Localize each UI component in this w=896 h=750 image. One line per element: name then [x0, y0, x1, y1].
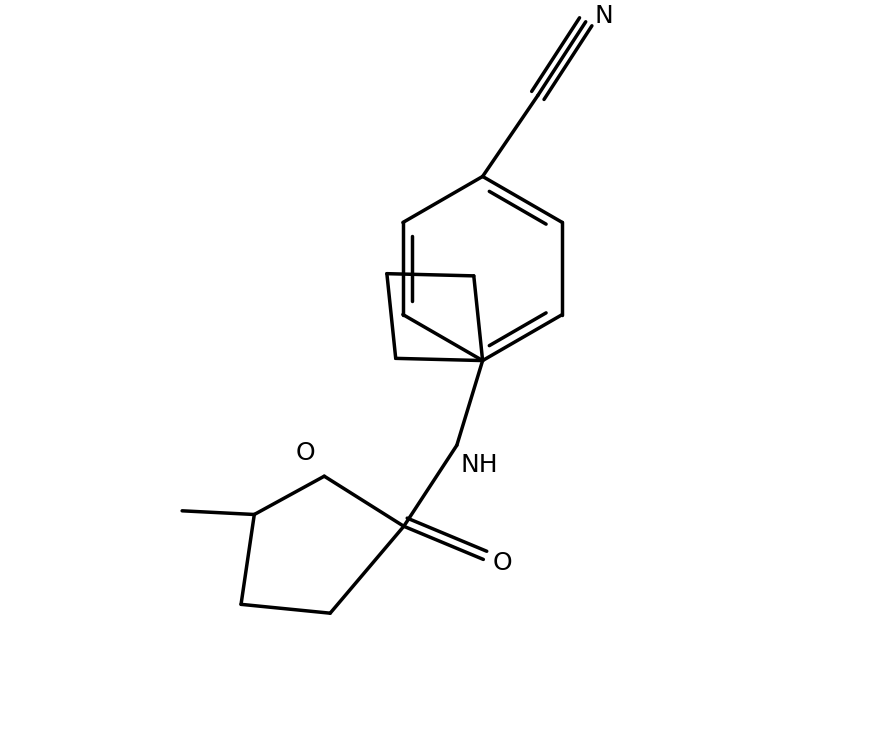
Text: N: N	[595, 4, 613, 28]
Text: O: O	[296, 441, 315, 465]
Text: NH: NH	[461, 453, 498, 477]
Text: O: O	[492, 551, 512, 575]
